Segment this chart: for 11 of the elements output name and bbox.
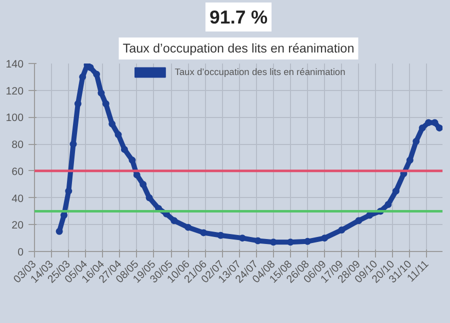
legend-label: Taux d’occupation des lits en réanimation — [174, 66, 346, 78]
chart-title: 91.7 % — [209, 6, 268, 28]
y-tick-label: 60 — [12, 166, 24, 178]
y-tick-label: 120 — [6, 85, 24, 98]
y-tick-label: 0 — [18, 246, 24, 258]
y-tick-label: 100 — [6, 112, 24, 124]
y-tick-label: 20 — [12, 220, 24, 232]
chart-subtitle: Taux d’occupation des lits en réanimation — [122, 42, 354, 56]
y-tick-label: 40 — [12, 192, 24, 205]
y-tick-label: 140 — [6, 58, 24, 70]
y-tick-label: 80 — [12, 139, 24, 152]
